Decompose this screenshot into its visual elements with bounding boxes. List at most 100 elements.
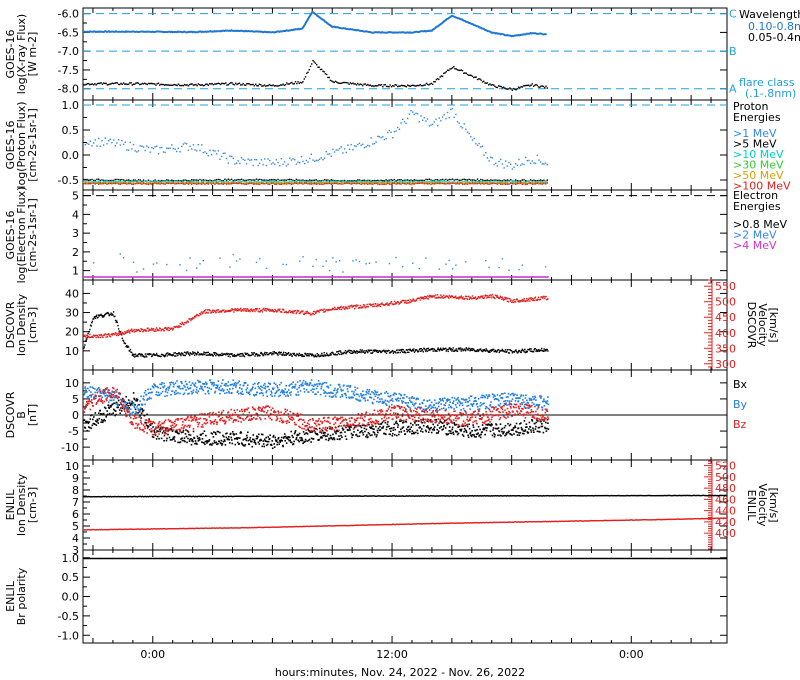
data-point	[237, 182, 239, 185]
data-point	[193, 84, 196, 86]
data-point	[208, 440, 210, 442]
data-point	[225, 432, 227, 435]
data-point	[177, 181, 180, 183]
data-point	[381, 350, 383, 352]
data-point	[230, 82, 232, 84]
data-point	[398, 303, 400, 305]
data-point	[241, 309, 244, 311]
data-point	[503, 276, 505, 278]
data-point	[101, 314, 103, 317]
data-point	[187, 149, 190, 151]
data-point	[345, 276, 347, 278]
data-point	[359, 351, 361, 353]
data-point	[208, 354, 210, 356]
data-point	[103, 418, 105, 421]
data-point	[171, 430, 174, 432]
data-point	[149, 182, 151, 184]
data-point	[211, 353, 213, 356]
data-point	[95, 420, 97, 422]
data-point	[170, 354, 173, 356]
data-point	[501, 183, 504, 185]
data-point	[470, 181, 472, 183]
data-point	[471, 181, 474, 183]
data-point	[222, 181, 224, 183]
data-point	[520, 182, 522, 184]
data-point	[129, 348, 132, 351]
data-point	[231, 439, 233, 441]
data-point	[476, 183, 479, 185]
data-point	[456, 181, 459, 183]
data-point	[88, 426, 90, 428]
data-point	[400, 349, 402, 351]
data-point	[117, 83, 120, 86]
data-point	[164, 84, 166, 86]
data-point	[440, 294, 442, 296]
data-point	[438, 117, 440, 119]
data-point	[376, 305, 378, 307]
data-point	[262, 163, 264, 166]
data-point	[200, 311, 203, 313]
data-point	[362, 304, 365, 306]
data-point	[88, 181, 90, 183]
data-point	[112, 332, 115, 335]
data-point	[459, 69, 461, 72]
data-point	[309, 312, 311, 314]
data-point	[237, 181, 239, 183]
data-point	[354, 351, 356, 353]
data-point	[233, 355, 235, 358]
data-point	[214, 276, 216, 278]
data-point	[332, 276, 334, 278]
data-point	[184, 440, 186, 443]
data-point	[164, 355, 166, 357]
data-point	[450, 182, 452, 185]
data-point	[511, 180, 514, 182]
data-point	[276, 311, 278, 313]
data-point	[308, 355, 310, 357]
data-point	[450, 296, 452, 299]
data-point	[245, 276, 247, 278]
data-point	[379, 84, 381, 86]
data-point	[456, 182, 459, 184]
data-point	[288, 311, 290, 313]
data-point	[533, 183, 535, 185]
data-point	[147, 146, 150, 149]
data-point	[251, 309, 253, 312]
data-point	[372, 303, 375, 305]
data-point	[96, 276, 98, 278]
data-point	[464, 348, 466, 350]
data-point	[491, 276, 494, 278]
data-point	[88, 276, 90, 278]
data-point	[403, 121, 406, 123]
data-point	[177, 276, 180, 278]
data-point	[183, 351, 186, 353]
data-point	[424, 297, 426, 299]
data-point	[126, 276, 128, 278]
data-point	[179, 264, 181, 266]
data-point	[292, 83, 294, 85]
data-point	[426, 276, 429, 278]
data-point	[363, 305, 365, 308]
data-point	[457, 296, 459, 299]
data-point	[274, 183, 276, 185]
data-point	[141, 180, 143, 182]
data-point	[202, 353, 204, 355]
data-point	[312, 310, 315, 313]
data-point	[350, 182, 352, 184]
data-point	[174, 440, 176, 442]
data-point	[114, 145, 116, 147]
data-point	[91, 145, 93, 147]
data-point	[383, 138, 386, 141]
data-point	[368, 276, 371, 278]
data-point	[338, 276, 341, 278]
data-point	[484, 276, 486, 278]
data-point	[114, 315, 116, 318]
data-point	[169, 182, 171, 185]
data-point	[91, 320, 94, 323]
data-point	[210, 83, 212, 85]
data-point	[497, 276, 499, 278]
data-point	[235, 179, 238, 181]
data-point	[496, 165, 499, 167]
data-point	[127, 329, 130, 331]
data-point	[274, 276, 276, 278]
data-point	[323, 71, 325, 73]
